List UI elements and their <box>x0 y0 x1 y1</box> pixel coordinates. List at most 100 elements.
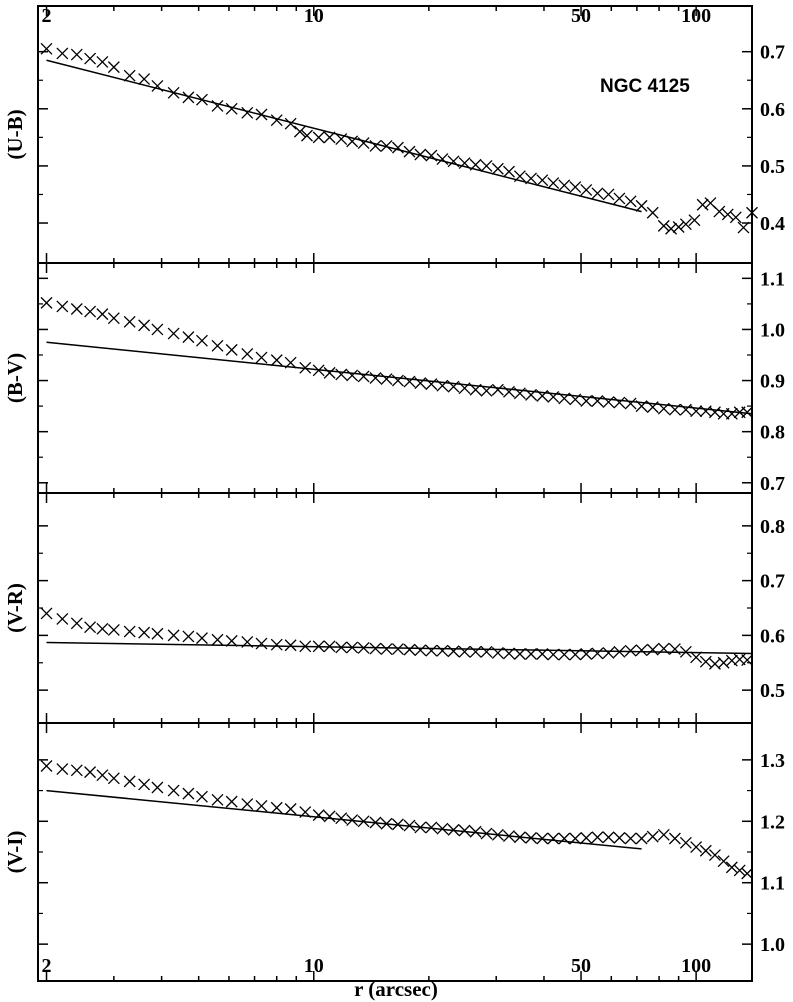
data-point <box>591 647 604 660</box>
data-point <box>84 621 97 634</box>
data-point <box>255 351 268 364</box>
data-point <box>335 812 348 825</box>
data-point <box>151 627 164 640</box>
data-point <box>725 407 738 420</box>
data-point <box>369 139 382 152</box>
y-tick-label: 1.0 <box>760 319 785 341</box>
x-axis-title: r (arcsec) <box>354 977 438 1001</box>
annotation-ngc-4125: NGC 4125 <box>600 76 690 97</box>
data-point <box>679 836 692 849</box>
data-point <box>613 192 626 205</box>
data-point <box>403 145 416 158</box>
data-point <box>721 208 734 221</box>
data-point <box>688 214 701 227</box>
y-tick-label: 0.7 <box>760 473 785 495</box>
data-point <box>699 655 712 668</box>
data-point <box>536 174 549 187</box>
data-point <box>403 643 416 656</box>
y-tick-label: 0.4 <box>760 213 785 235</box>
data-point <box>690 651 703 664</box>
top-x-tick-labels: 2 10 50 100 <box>42 5 712 27</box>
x-tick-label-top: 10 <box>304 5 324 27</box>
x-tick-label-bottom: 100 <box>681 955 711 977</box>
panel-frame <box>37 492 753 724</box>
y-tick-label: 1.3 <box>760 750 785 772</box>
y-tick-label: 0.5 <box>760 680 785 702</box>
data-point <box>335 368 348 381</box>
data-point <box>182 787 195 800</box>
data-point <box>70 303 83 315</box>
y-tick-label: 0.6 <box>760 625 785 647</box>
data-point <box>733 864 746 877</box>
data-point <box>414 148 427 161</box>
data-point <box>657 828 670 841</box>
y-tick-label: 1.2 <box>760 811 785 833</box>
y-tick-label: 1.1 <box>760 268 785 290</box>
data-point <box>668 832 681 845</box>
data-point <box>646 830 659 843</box>
data-point <box>84 52 97 65</box>
data-point <box>40 42 53 55</box>
data-point <box>635 199 648 212</box>
data-point <box>138 778 151 791</box>
data-point <box>255 799 268 812</box>
data-point <box>96 56 109 68</box>
data-point <box>70 617 83 630</box>
data-point <box>56 612 69 625</box>
panel-frame <box>37 722 753 982</box>
data-point <box>167 327 180 340</box>
data-point <box>40 607 53 620</box>
data-point <box>503 385 515 398</box>
data-point <box>679 218 692 231</box>
data-point <box>469 825 482 838</box>
data-point <box>741 406 754 419</box>
y-tick-label: 1.0 <box>760 934 785 956</box>
data-point <box>713 205 726 218</box>
data-point <box>491 162 504 175</box>
data-point <box>480 645 493 658</box>
data-point <box>458 824 471 837</box>
data-point <box>270 801 283 814</box>
data-point <box>123 775 136 788</box>
y-tick-label: 0.7 <box>760 42 785 64</box>
data-point <box>270 354 283 367</box>
y-tick-label: 0.9 <box>760 371 785 393</box>
data-point <box>380 373 393 385</box>
data-point <box>425 821 438 834</box>
data-point <box>312 131 325 144</box>
data-point <box>123 69 136 82</box>
data-point <box>737 221 750 234</box>
data-point <box>270 638 283 651</box>
data-point <box>151 781 164 794</box>
data-point <box>503 165 515 178</box>
data-point <box>323 810 336 823</box>
data-point <box>323 366 336 379</box>
data-point <box>447 645 460 658</box>
data-point <box>657 219 670 232</box>
x-tick-label-bottom: 10 <box>304 955 324 977</box>
data-point <box>458 645 471 658</box>
data-point <box>646 206 659 219</box>
data-point <box>624 644 637 657</box>
data-point <box>284 117 297 130</box>
data-point <box>547 832 560 845</box>
fit-line <box>46 789 642 850</box>
data-point <box>182 331 195 344</box>
y-tick-label: 1.1 <box>760 873 785 895</box>
data-point <box>284 803 297 815</box>
data-point <box>591 831 604 844</box>
data-point <box>741 654 754 666</box>
data-point <box>458 157 471 170</box>
data-point <box>729 211 742 224</box>
data-point <box>40 760 53 772</box>
data-point <box>56 47 69 60</box>
data-point <box>96 308 109 321</box>
data-point <box>602 188 615 201</box>
data-point <box>138 319 151 332</box>
data-point <box>70 48 83 61</box>
data-point <box>96 622 109 635</box>
data-point <box>569 181 582 194</box>
data-point <box>425 644 438 657</box>
data-point <box>624 195 637 208</box>
